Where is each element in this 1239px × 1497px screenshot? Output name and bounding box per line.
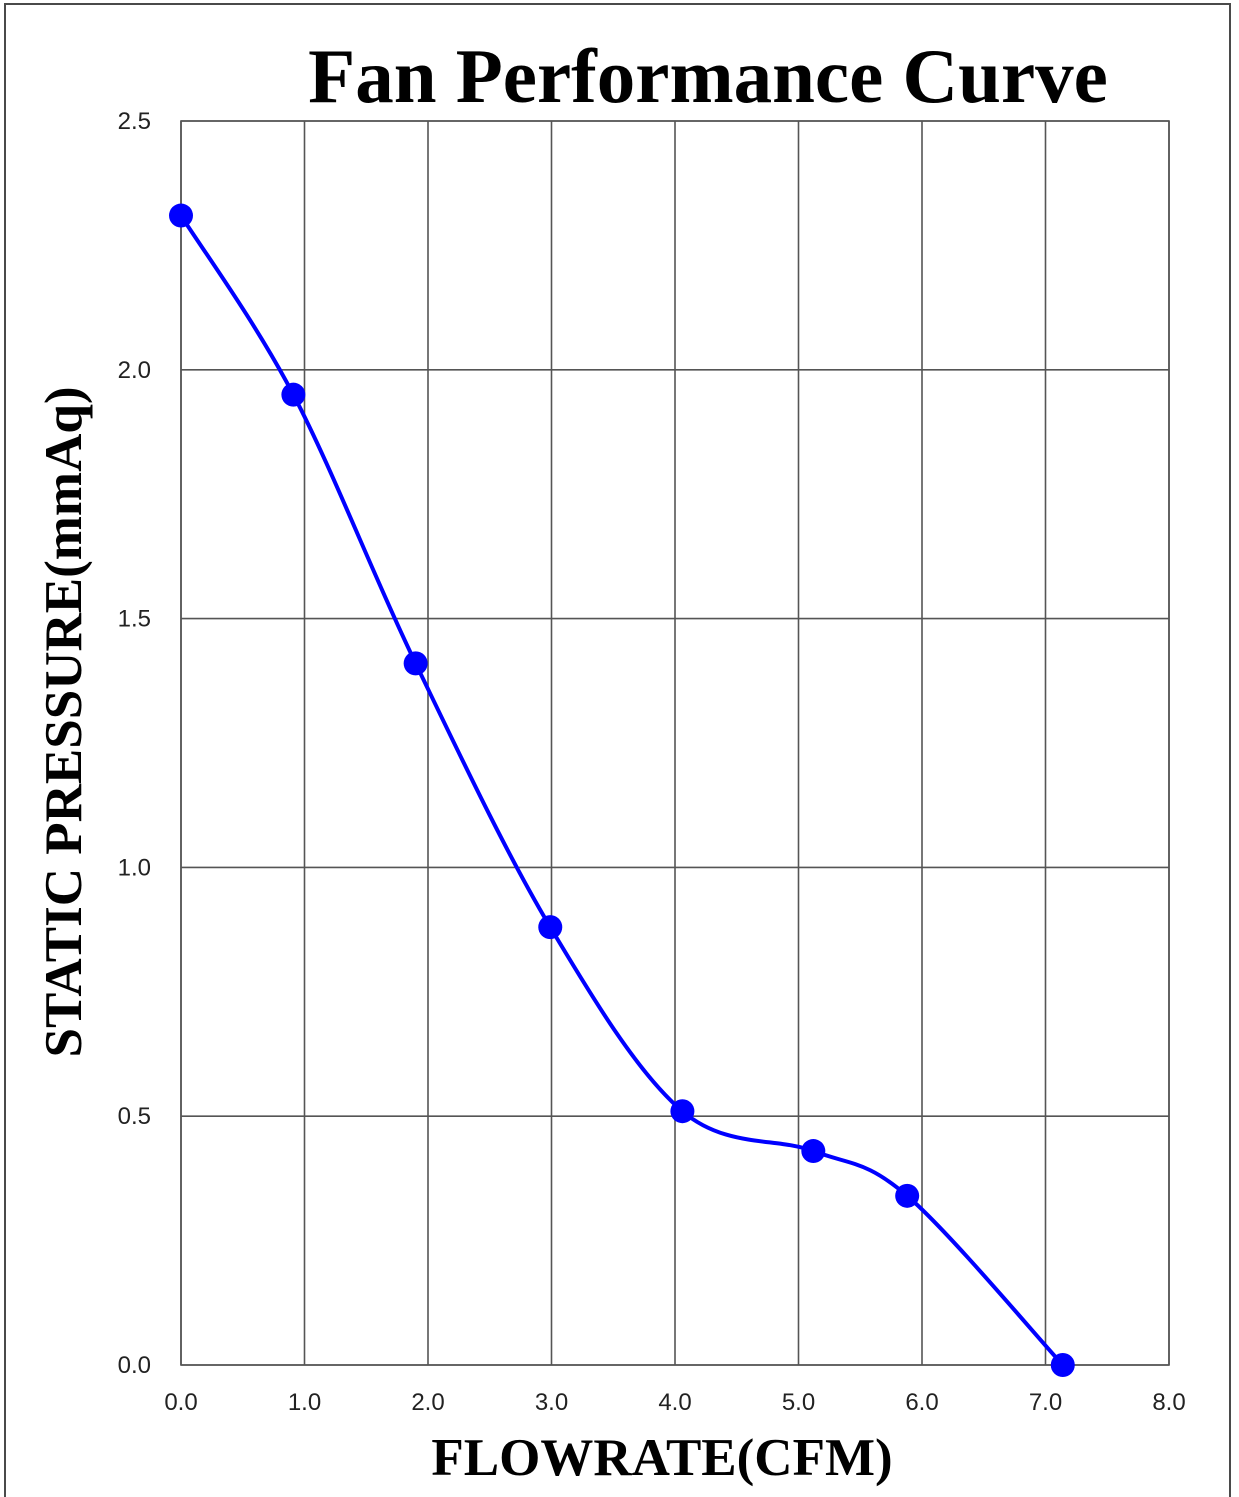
y-tick-label: 0.5 (118, 1103, 151, 1130)
chart-frame (4, 3, 1231, 1497)
y-tick-label: 0.0 (118, 1352, 151, 1379)
data-point (670, 1099, 695, 1124)
series-line (179, 214, 1065, 1367)
x-tick-label: 3.0 (535, 1389, 568, 1416)
data-point (1050, 1353, 1075, 1377)
x-tick-label: 6.0 (905, 1389, 938, 1416)
y-axis-label: STATIC PRESSURE(mmAq) (35, 387, 93, 1058)
x-tick-labels: 0.0 1.0 2.0 3.0 4.0 5.0 6.0 7.0 8.0 (164, 1389, 1185, 1416)
x-axis-label: FLOWRATE(CFM) (431, 1429, 892, 1487)
y-tick-labels: 0.0 0.5 1.0 1.5 2.0 2.5 (118, 108, 151, 1379)
grid (180, 120, 1170, 1366)
data-point (169, 203, 193, 228)
x-tick-label: 1.0 (288, 1389, 321, 1416)
x-tick-label: 8.0 (1152, 1389, 1185, 1416)
y-tick-label: 1.5 (118, 606, 151, 633)
data-point (403, 651, 428, 676)
plot-area (180, 120, 1170, 1366)
x-tick-label: 4.0 (658, 1389, 691, 1416)
y-tick-label: 2.0 (118, 357, 151, 384)
y-tick-label: 2.5 (118, 108, 151, 135)
x-tick-label: 0.0 (164, 1389, 197, 1416)
data-point (281, 382, 306, 407)
data-points (169, 203, 1075, 1377)
x-tick-label: 7.0 (1029, 1389, 1062, 1416)
chart-title: Fan Performance Curve (308, 33, 1108, 119)
data-point (801, 1139, 826, 1164)
data-point (895, 1183, 920, 1208)
data-point (538, 915, 563, 940)
x-tick-label: 2.0 (411, 1389, 444, 1416)
y-tick-label: 1.0 (118, 854, 151, 881)
x-tick-label: 5.0 (782, 1389, 815, 1416)
